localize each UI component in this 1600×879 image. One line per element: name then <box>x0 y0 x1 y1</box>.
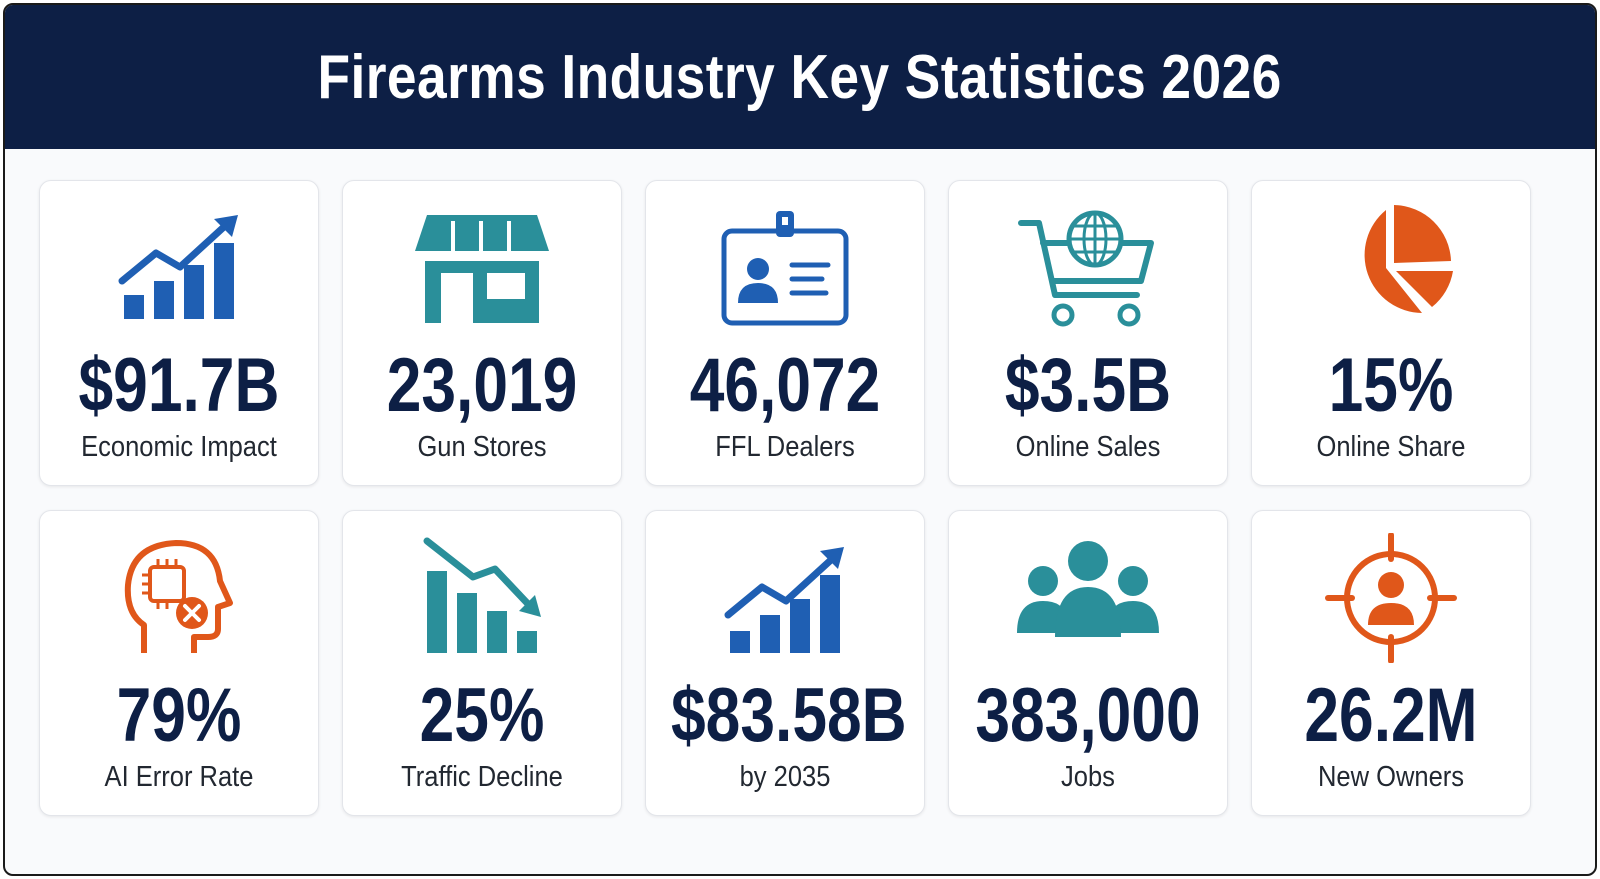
decline-chart-icon <box>407 533 557 663</box>
id-badge-icon <box>710 203 860 333</box>
infographic-frame: Firearms Industry Key Statistics 2026 $9… <box>3 3 1597 876</box>
stat-card-new-owners: 26.2M New Owners <box>1251 510 1531 816</box>
stat-value: 23,019 <box>386 343 578 428</box>
stat-label: AI Error Rate <box>104 761 254 793</box>
stat-label: New Owners <box>1317 761 1465 793</box>
stat-value: $3.5B <box>1004 343 1172 428</box>
stat-label: Jobs <box>1061 761 1115 793</box>
page-title: Firearms Industry Key Statistics 2026 <box>317 42 1283 112</box>
stat-value: 26.2M <box>1304 673 1478 758</box>
stat-card-traffic-decline: 25% Traffic Decline <box>342 510 622 816</box>
stats-grid: $91.7B Economic Impact <box>39 180 1531 816</box>
stat-label: Economic Impact <box>81 431 277 463</box>
stat-value: 46,072 <box>689 343 881 428</box>
ai-head-error-icon <box>104 533 254 663</box>
globe-cart-icon <box>1013 203 1163 333</box>
stat-card-ffl-dealers: 46,072 FFL Dealers <box>645 180 925 486</box>
growth-chart-icon <box>104 203 254 333</box>
storefront-icon <box>407 203 557 333</box>
stat-card-gun-stores: 23,019 Gun Stores <box>342 180 622 486</box>
target-person-icon <box>1316 533 1466 663</box>
stat-value: 383,000 <box>975 673 1201 758</box>
stat-label: Traffic Decline <box>401 761 563 793</box>
stat-value: $83.58B <box>671 673 907 758</box>
stat-card-ai-error-rate: 79% AI Error Rate <box>39 510 319 816</box>
header-banner: Firearms Industry Key Statistics 2026 <box>5 5 1595 149</box>
stat-card-economic-impact: $91.7B Economic Impact <box>39 180 319 486</box>
stat-label: Gun Stores <box>417 431 547 463</box>
stat-value: 15% <box>1328 343 1454 428</box>
people-group-icon <box>1013 533 1163 663</box>
stat-card-online-sales: $3.5B Online Sales <box>948 180 1228 486</box>
stat-card-by-2035: $83.58B by 2035 <box>645 510 925 816</box>
stat-label: Online Sales <box>1015 431 1161 463</box>
stat-label: by 2035 <box>739 761 831 793</box>
stat-value: 79% <box>116 673 242 758</box>
stat-value: $91.7B <box>78 343 280 428</box>
stat-card-online-share: 15% Online Share <box>1251 180 1531 486</box>
pie-chart-icon <box>1316 203 1466 333</box>
stat-label: Online Share <box>1316 431 1466 463</box>
stat-label: FFL Dealers <box>715 431 855 463</box>
growth-chart-icon <box>710 533 860 663</box>
stat-card-jobs: 383,000 Jobs <box>948 510 1228 816</box>
stat-value: 25% <box>419 673 545 758</box>
